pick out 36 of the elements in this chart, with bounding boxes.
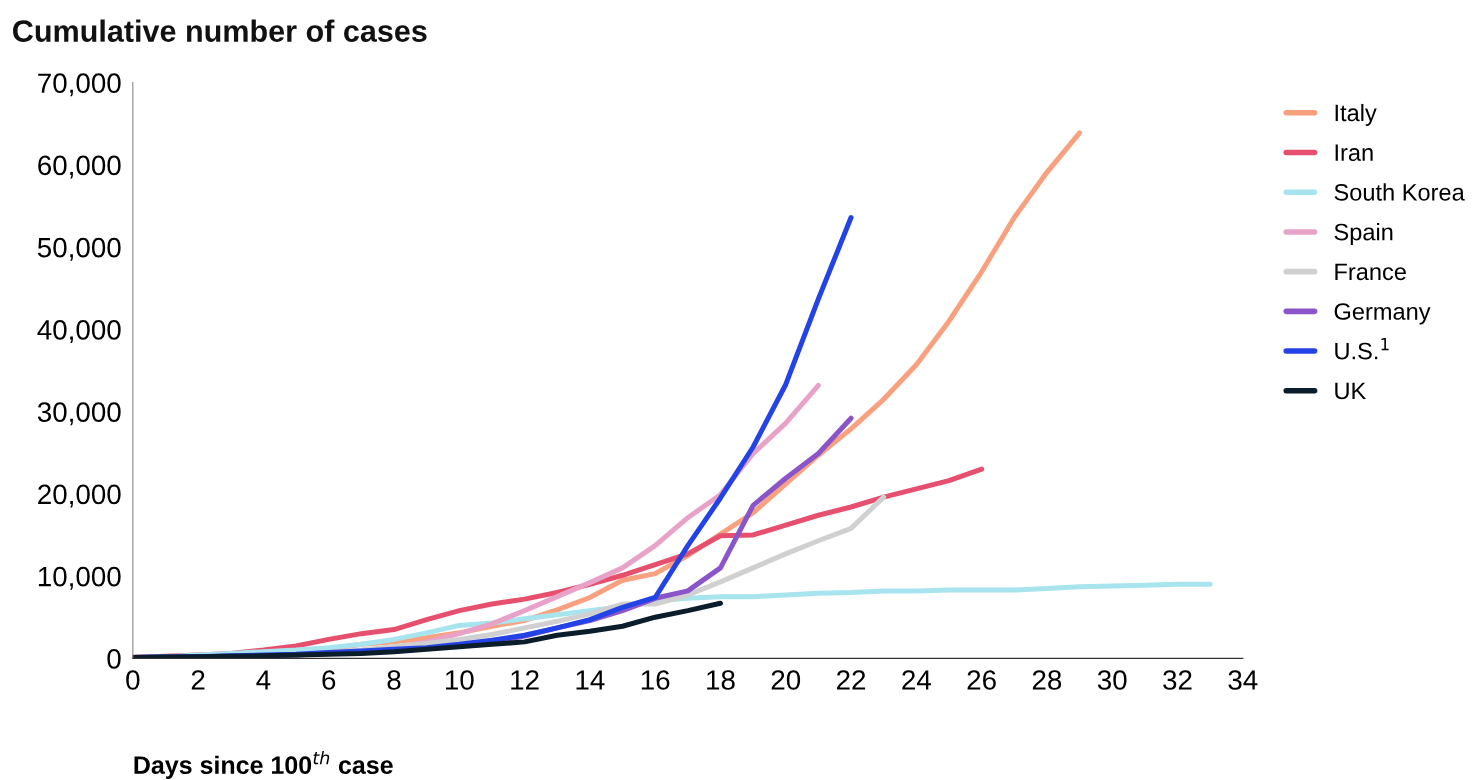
x-tick-label: 10 — [445, 670, 474, 690]
legend-label: South Korea — [1334, 183, 1465, 201]
x-tick-label: 20 — [771, 670, 801, 690]
x-tick-label: 0 — [126, 670, 140, 690]
y-tick-label: 20,000 — [38, 484, 121, 508]
x-axis-title: Days since 100$^{th}$ case — [134, 750, 393, 779]
x-tick-label: 24 — [902, 670, 931, 690]
y-tick-label: 60,000 — [38, 155, 121, 179]
x-tick-label: 6 — [322, 670, 336, 690]
legend-label: UK — [1335, 382, 1366, 400]
x-tick-label: 16 — [641, 670, 670, 690]
x-tick-label: 26 — [967, 670, 996, 690]
x-tick-label: 34 — [1228, 670, 1258, 690]
legend-label: U.S.$^{1}$ — [1335, 338, 1389, 360]
legend-label: France — [1335, 263, 1406, 281]
x-tick-label: 30 — [1097, 670, 1127, 690]
legend-label: Iran — [1335, 144, 1373, 161]
x-tick-label: 22 — [836, 670, 866, 690]
y-tick-label: 10,000 — [38, 566, 121, 590]
legend-label: Germany — [1334, 303, 1431, 325]
x-tick-label: 2 — [191, 670, 205, 690]
x-tick-label: 12 — [511, 670, 539, 690]
legend-label: Italy — [1335, 103, 1377, 126]
legend-label: Spain — [1334, 223, 1393, 246]
x-tick-label: 8 — [387, 670, 401, 690]
x-tick-label: 32 — [1163, 670, 1192, 690]
chart-title: Cumulative number of cases — [13, 19, 427, 42]
x-tick-label: 14 — [576, 670, 605, 690]
y-tick-label: 50,000 — [37, 237, 121, 261]
y-tick-label: 0 — [107, 648, 121, 669]
y-tick-label: 70,000 — [38, 73, 121, 97]
x-tick-label: 4 — [256, 670, 271, 690]
x-tick-label: 18 — [707, 670, 735, 690]
x-tick-label: 28 — [1032, 670, 1062, 690]
y-tick-label: 30,000 — [37, 402, 121, 426]
y-tick-label: 40,000 — [37, 320, 121, 343]
